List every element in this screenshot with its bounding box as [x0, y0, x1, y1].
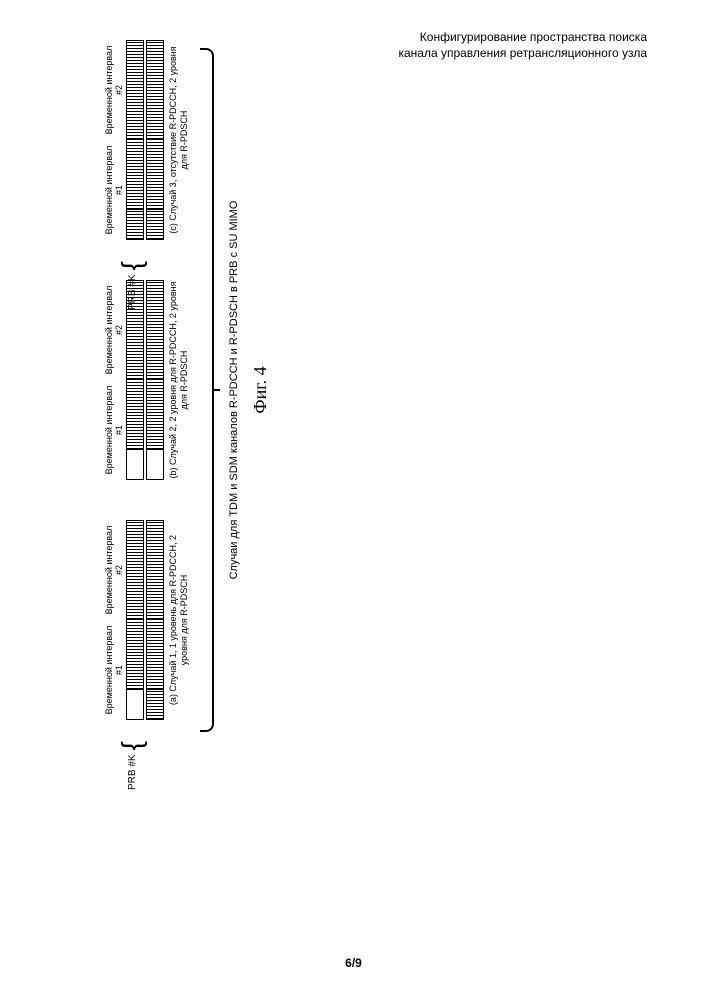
- brace-icon: {: [124, 741, 141, 750]
- prb-cell: [147, 379, 163, 449]
- bottom-brace: [199, 48, 213, 732]
- case-b: Временной интервал #1 Временной интервал…: [104, 280, 190, 480]
- fig-label: Фиг. 4: [249, 40, 270, 740]
- slot2-label-b: Временной интервал #2: [104, 280, 124, 380]
- prb-cell: [147, 281, 163, 379]
- slot-labels-c: Временной интервал #1 Временной интервал…: [104, 40, 124, 240]
- prb-cell: [127, 619, 143, 689]
- case-c: PRB #K { Временной интервал #1 Временной…: [104, 40, 190, 240]
- prb-row: [146, 280, 164, 480]
- prb-rows-c: [126, 40, 164, 240]
- prb-cell: [127, 139, 143, 209]
- caption-b: (b) Случай 2, 2 уровня для R-PDCCH, 2 ур…: [168, 280, 190, 480]
- cases-container: PRB #K { Временной интервал #1 Временной…: [104, 20, 190, 740]
- prb-cell: [127, 41, 143, 139]
- prb-cell: [127, 209, 143, 239]
- prb-row: [146, 40, 164, 240]
- prb-cell: [127, 379, 143, 449]
- slot-labels-b: Временной интервал #1 Временной интервал…: [104, 280, 124, 480]
- bottom-brace-container: Случаи для TDM и SDM каналов R-PDCCH и R…: [199, 40, 270, 740]
- slot1-label-a: Временной интервал #1: [104, 620, 124, 720]
- prb-cell: [127, 449, 143, 479]
- slot2-label-a: Временной интервал #2: [104, 520, 124, 620]
- prb-label-c: PRB #K {: [124, 261, 141, 310]
- slot1-label-b: Временной интервал #1: [104, 380, 124, 480]
- prb-text-c: PRB #K: [126, 274, 137, 310]
- slot-labels-a: Временной интервал #1 Временной интервал…: [104, 520, 124, 720]
- prb-rows-a: [126, 520, 164, 720]
- prb-cell: [147, 689, 163, 719]
- prb-cell: [147, 619, 163, 689]
- slot2-label-c: Временной интервал #2: [104, 40, 124, 140]
- prb-cell: [147, 41, 163, 139]
- prb-row: [126, 280, 144, 480]
- prb-row: [126, 40, 144, 240]
- prb-label-a: PRB #K {: [124, 741, 141, 790]
- caption-c: (c) Случай 3, отсутствие R-PDCCH, 2 уров…: [168, 40, 190, 240]
- prb-cell: [147, 139, 163, 209]
- prb-cell: [127, 521, 143, 619]
- brace-icon: {: [124, 261, 141, 270]
- overall-caption: Случаи для TDM и SDM каналов R-PDCCH и R…: [227, 40, 239, 740]
- prb-cell: [147, 209, 163, 239]
- prb-row: [126, 520, 144, 720]
- prb-cell: [127, 689, 143, 719]
- prb-row: [146, 520, 164, 720]
- case-a: PRB #K { Временной интервал #1 Временной…: [104, 520, 190, 720]
- figure-area: PRB #K { Временной интервал #1 Временной…: [104, 20, 604, 740]
- prb-text-a: PRB #K: [126, 754, 137, 790]
- prb-cell: [147, 449, 163, 479]
- prb-cell: [147, 521, 163, 619]
- slot1-label-c: Временной интервал #1: [104, 140, 124, 240]
- prb-rows-b: [126, 280, 164, 480]
- caption-a: (a) Случай 1, 1 уровень для R-PDCCH, 2 у…: [168, 520, 190, 720]
- page-number: 6/9: [345, 956, 362, 970]
